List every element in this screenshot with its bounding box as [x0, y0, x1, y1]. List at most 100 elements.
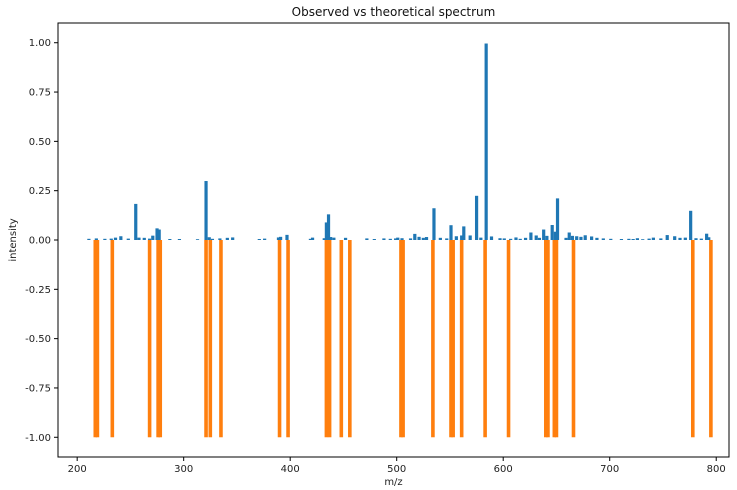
theoretical-bar	[483, 240, 487, 438]
observed-bar	[462, 226, 466, 240]
observed-bar	[308, 238, 313, 240]
y-tick-label: 0.50	[29, 137, 51, 148]
theoretical-bar	[451, 240, 455, 438]
theoretical-bar	[401, 240, 405, 438]
observed-bar	[609, 238, 613, 240]
theoretical-series	[93, 240, 713, 438]
theoretical-bar	[506, 240, 511, 438]
theoretical-bar	[431, 240, 435, 438]
observed-bar	[210, 238, 215, 240]
observed-bar	[647, 238, 651, 240]
observed-bar	[537, 237, 542, 240]
theoretical-bar	[147, 240, 152, 438]
observed-bar	[263, 238, 267, 240]
observed-bar	[635, 238, 639, 240]
observed-bar	[94, 238, 98, 240]
observed-bar	[542, 229, 546, 240]
observed-bar	[279, 236, 283, 240]
observed-bar	[689, 210, 693, 240]
theoretical-bar	[399, 240, 403, 438]
theoretical-bar	[158, 240, 163, 438]
observed-bar	[285, 234, 289, 240]
y-tick-label: 0.75	[29, 88, 51, 99]
theoretical-bar	[286, 240, 290, 438]
observed-bar	[372, 239, 376, 240]
observed-bar	[195, 239, 200, 240]
observed-bar	[155, 228, 159, 240]
theoretical-bar	[93, 240, 98, 438]
theoretical-bar	[690, 240, 695, 438]
observed-bar	[564, 237, 568, 240]
observed-bar	[529, 232, 533, 240]
observed-bar	[460, 235, 464, 240]
theoretical-bar	[709, 240, 713, 438]
theoretical-bar	[327, 240, 332, 438]
observed-bar	[87, 238, 91, 240]
theoretical-bar	[324, 240, 329, 438]
observed-bar	[382, 238, 386, 240]
observed-bar	[555, 198, 560, 240]
theoretical-bar	[459, 240, 464, 438]
x-tick-label: 600	[494, 464, 513, 475]
observed-bar	[474, 195, 479, 240]
y-tick-label: 0.00	[29, 236, 51, 247]
observed-bar	[204, 181, 208, 240]
observed-bar	[550, 225, 554, 240]
observed-bar	[484, 43, 488, 240]
observed-bar	[601, 238, 605, 240]
observed-bar	[523, 237, 528, 240]
observed-bar	[454, 236, 458, 240]
theoretical-bar	[544, 240, 548, 438]
y-tick-label: 0.25	[29, 186, 51, 197]
observed-bar	[322, 238, 326, 240]
observed-bar	[514, 237, 518, 240]
observed-bar	[394, 238, 398, 240]
observed-bar	[119, 236, 123, 240]
y-axis-label: intensity	[8, 218, 19, 261]
observed-bar	[408, 238, 413, 240]
observed-bar	[705, 233, 709, 240]
observed-bar	[324, 222, 328, 240]
observed-bar	[678, 237, 682, 240]
observed-bar	[103, 238, 107, 240]
observed-bar	[498, 238, 502, 240]
observed-bar	[388, 238, 392, 240]
observed-bar	[665, 235, 669, 240]
observed-bar	[583, 235, 587, 240]
observed-bar	[332, 237, 336, 240]
observed-bar	[631, 239, 635, 240]
observed-bar	[400, 238, 404, 240]
theoretical-bar	[204, 240, 208, 438]
y-tick-label: -1.00	[25, 433, 51, 444]
x-tick-label: 300	[174, 464, 193, 475]
observed-bar	[534, 235, 538, 240]
theoretical-bar	[110, 240, 115, 438]
chart-title: Observed vs theoretical spectrum	[292, 5, 496, 19]
y-axis-ticks: -1.00 -0.75 -0.50 -0.25 0.00 0.25 0.50 0.75 1.00	[25, 38, 58, 444]
observed-series	[87, 43, 711, 240]
observed-bar	[396, 237, 400, 240]
observed-bar	[365, 238, 369, 240]
theoretical-bar	[277, 240, 282, 438]
theoretical-bar	[95, 240, 100, 438]
observed-bar	[659, 238, 663, 240]
observed-bar	[641, 239, 645, 240]
observed-bar	[567, 232, 571, 240]
observed-bar	[343, 237, 348, 240]
y-tick-label: -0.50	[25, 334, 51, 345]
observed-bar	[579, 236, 583, 240]
observed-bar	[142, 237, 146, 240]
observed-bar	[421, 237, 425, 240]
x-axis-ticks: 200 300 400 500 600 700 800	[68, 457, 726, 475]
observed-bar	[326, 214, 331, 240]
observed-bar	[413, 233, 417, 240]
observed-bar	[257, 239, 261, 240]
observed-bar	[707, 237, 711, 240]
theoretical-bar	[156, 240, 160, 438]
observed-bar	[575, 236, 579, 240]
observed-bar	[168, 239, 172, 240]
theoretical-bar	[546, 240, 550, 438]
theoretical-bar	[219, 240, 223, 438]
